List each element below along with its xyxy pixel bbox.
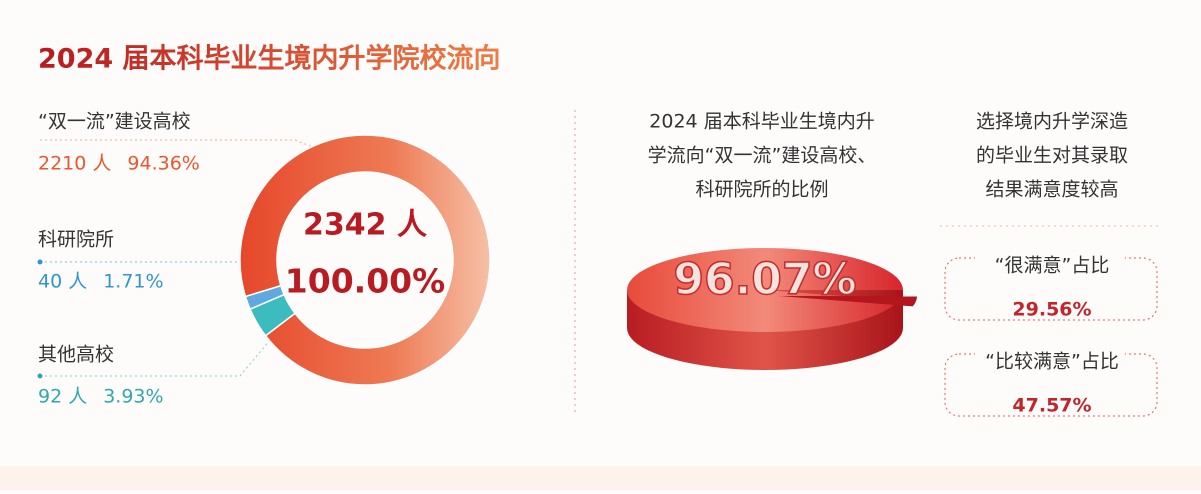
- satisfaction-caption: 的毕业生对其录取: [976, 145, 1128, 167]
- leader-line: [40, 139, 321, 151]
- segment-count: 40 人: [38, 271, 87, 293]
- pie-label: 96.07%: [673, 254, 856, 305]
- footer-band: [0, 466, 1201, 490]
- segment-label: “双一流”建设高校: [38, 111, 191, 133]
- label-bg: [975, 348, 1125, 376]
- dot: [37, 259, 43, 265]
- item-value: 29.56%: [1012, 299, 1091, 321]
- segment-count: 92 人: [38, 386, 87, 408]
- satisfaction-caption: 结果满意度较高: [985, 179, 1118, 201]
- item-label: “很满意”占比: [995, 255, 1110, 277]
- item-label: “比较满意”占比: [985, 351, 1119, 373]
- pie-caption: 学流向“双一流”建设高校、: [648, 145, 877, 167]
- donut-segment: [239, 134, 491, 386]
- donut-segment: [244, 284, 286, 311]
- pie-remainder: [779, 296, 917, 307]
- segment-label: 其他高校: [38, 344, 114, 366]
- segment-percent: 3.93%: [103, 386, 163, 408]
- segment-label: 科研院所: [38, 229, 114, 251]
- pie-caption: 科研院所的比例: [695, 179, 828, 201]
- title: 2024 届本科毕业生境内升学院校流向: [38, 43, 501, 75]
- segment-percent: 94.36%: [127, 153, 199, 175]
- segment-percent: 1.71%: [103, 271, 163, 293]
- item-value: 47.57%: [1012, 395, 1091, 417]
- center-percent: 100.00%: [285, 262, 445, 301]
- segment-count: 2210 人: [38, 153, 111, 175]
- satisfaction-caption: 选择境内升学深造: [976, 111, 1128, 133]
- dot: [37, 373, 43, 379]
- pie-top: [627, 248, 903, 332]
- center-count: 2342 人: [303, 208, 427, 243]
- label-bg: [975, 252, 1125, 280]
- pie-caption: 2024 届本科毕业生境内升: [649, 111, 874, 133]
